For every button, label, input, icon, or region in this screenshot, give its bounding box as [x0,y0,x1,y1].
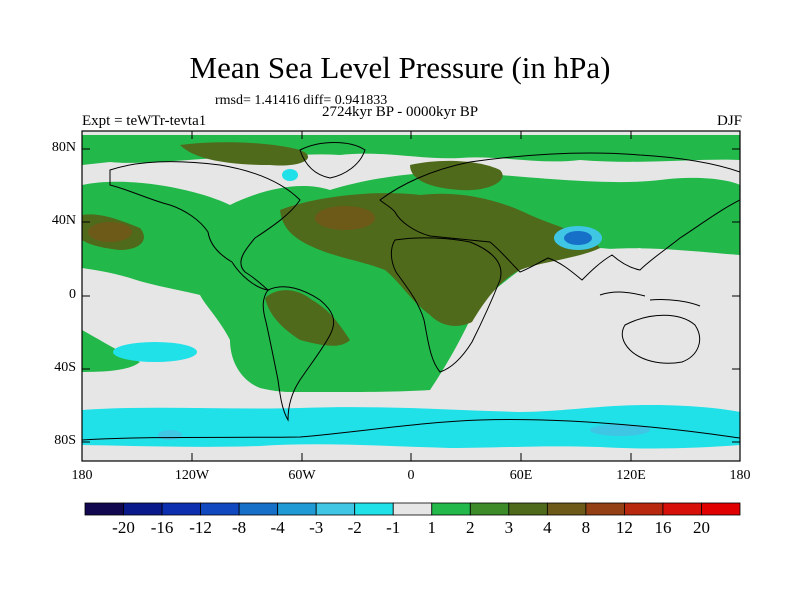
season-label: DJF [716,113,742,129]
colorbar-box [315,502,356,516]
colorbar-label: -8 [232,518,247,537]
colorbar-box [84,502,124,516]
field-region-blue [564,231,592,245]
coastline-antarctica [82,418,740,441]
field-region-blue [158,430,182,440]
x-tick-label: 120W [174,468,210,483]
colorbar-box [585,502,625,516]
colorbar-box [624,502,664,516]
colorbar-label: -3 [309,518,324,537]
field-region-olive [265,290,350,346]
coastline-australia [621,314,700,364]
colorbar-box [431,502,471,516]
colorbar-label: -1 [386,518,401,537]
x-tick-label: 0 [407,468,415,483]
coastline-north-america [109,161,301,291]
field-region-cyan [113,342,197,362]
colorbar [84,502,741,516]
coastline-south-america [262,286,335,422]
colorbar-label: 12 [615,518,633,537]
colorbar-box [662,502,702,516]
colorbar-box [123,502,163,516]
y-tick-label: 0 [69,287,76,302]
colorbar-box [277,502,317,516]
pressure-field [82,135,740,461]
colorbar-box [508,502,548,516]
field-region-green [82,330,140,372]
y-tick-label: 80N [51,140,76,155]
colorbar-label: 3 [504,518,514,537]
y-tick-label: 40N [51,213,76,228]
colorbar-box [200,502,240,516]
colorbar-label: -12 [189,518,212,537]
colorbar-label: -4 [270,518,285,537]
colorbar-label: 16 [654,518,672,537]
colorbar-label: -2 [347,518,362,537]
colorbar-box [546,502,587,516]
x-tick-label: 60W [288,468,316,483]
colorbar-label: 8 [581,518,591,537]
period-label: 2724kyr BP - 0000kyr BP [322,104,479,120]
x-tick-label: 60E [509,468,533,483]
field-region-olive [410,160,503,191]
x-tick-label: 120E [616,468,646,483]
stats-line: rmsd= 1.41416 diff= 0.941833 [215,93,388,108]
coastline-indonesia [599,291,701,307]
y-tick-label: 40S [54,360,76,375]
colorbar-box [238,502,279,516]
coastlines [82,142,740,441]
coastline-africa [390,237,502,373]
y-axis-ticks [82,148,740,443]
field-region-cyan [282,169,298,181]
colorbar-label: -16 [150,518,174,537]
colorbar-label: -20 [112,518,135,537]
x-tick-label: 180 [71,468,93,483]
colorbar-box [701,502,741,516]
field-region-olive [180,142,309,166]
field-region-blue [590,424,650,436]
colorbar-box [392,502,433,516]
coastline-greenland [299,142,366,179]
plot-title: Mean Sea Level Pressure (in hPa) [189,50,611,85]
x-axis-ticks [191,131,632,461]
colorbar-label: 2 [466,518,475,537]
colorbar-box [161,502,201,516]
field-region-neutral [430,248,740,392]
x-tick-label: 180 [729,468,751,483]
colorbar-box [469,502,510,516]
y-tick-label: 80S [54,433,76,448]
coastline-eurasia [379,152,740,281]
colorbar-label: 1 [427,518,437,537]
colorbar-box [354,502,394,516]
experiment-label: Expt = teWTr-tevta1 [82,113,207,129]
field-region-brown [315,206,375,230]
colorbar-label: 4 [543,518,552,537]
colorbar-label: 20 [692,518,710,537]
field-region-brown [88,222,132,242]
